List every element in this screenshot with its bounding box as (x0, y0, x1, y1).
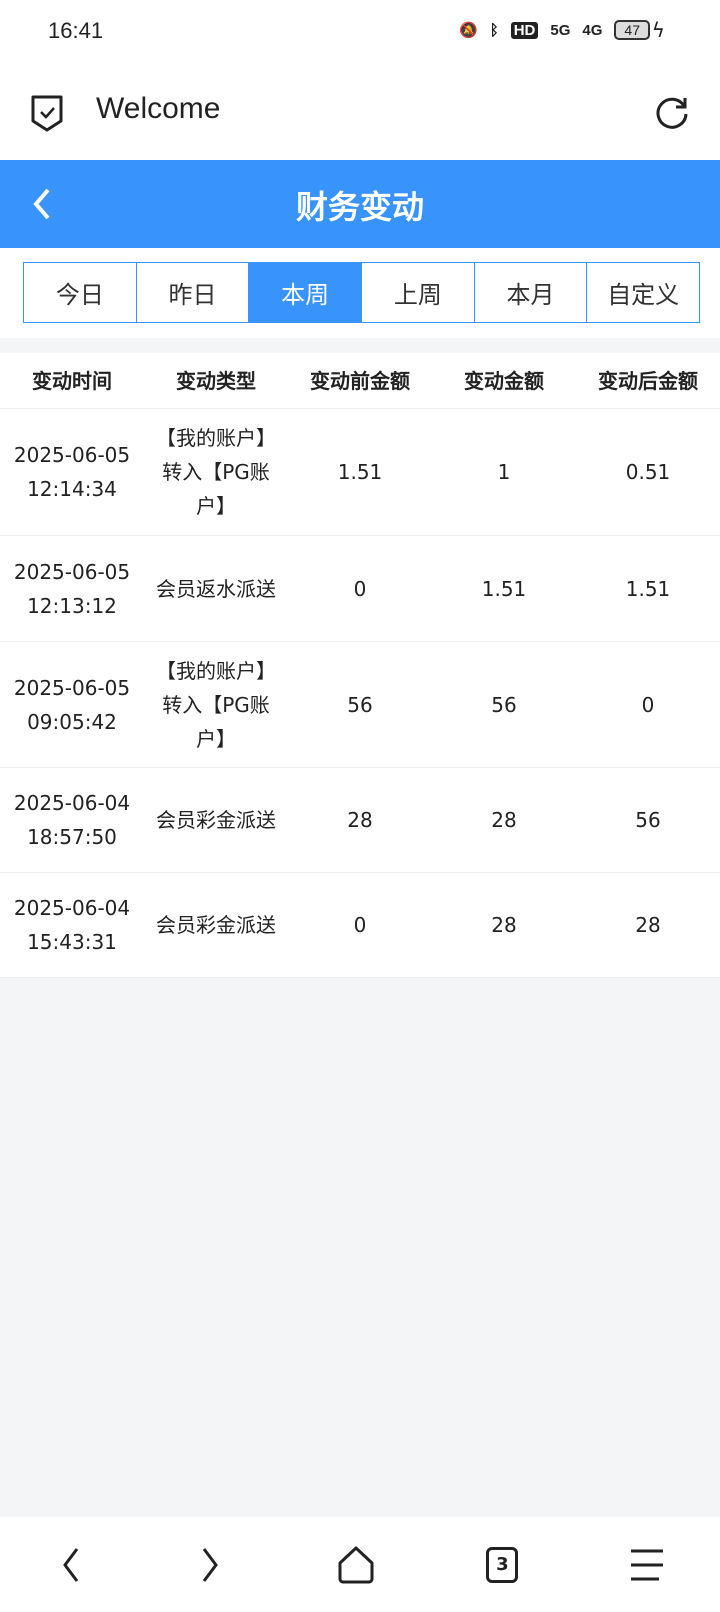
transactions-table: 变动时间 变动类型 变动前金额 变动金额 变动后金额 2025-06-05 12:14:3… (0, 353, 720, 978)
type-line: 【我的账户】 (156, 426, 276, 450)
signal-4g-icon: 4G (582, 21, 603, 39)
cell-type: 会员彩金派送 (144, 908, 288, 942)
menu-icon[interactable] (629, 1548, 665, 1582)
cell-amount: 1 (497, 460, 511, 484)
forward-nav-icon[interactable] (196, 1545, 226, 1585)
tab-0[interactable]: 今日 (24, 263, 137, 322)
shield-icon[interactable] (30, 94, 64, 132)
time-text: 18:57:50 (27, 825, 117, 849)
status-bar: 16:41 🔕 ᛒ HD 5G 4G 47 ϟ (0, 0, 720, 66)
cell-amount: 28 (491, 913, 517, 937)
signal-5g-icon: 5G (550, 21, 571, 39)
cell-amount: 1.51 (481, 576, 527, 601)
date-filter-bar: 今日 昨日 本周 上周 本月 自定义 (0, 248, 720, 338)
date-text: 2025-06-05 (13, 559, 131, 584)
type-line: 户】 (196, 494, 236, 518)
bluetooth-icon: ᛒ (489, 21, 499, 39)
date-text: 2025-06-04 (13, 896, 131, 920)
time-text: 12:14:34 (27, 477, 117, 501)
cell-before: 28 (347, 808, 373, 832)
table-row: 2025-06-05 12:13:12 会员返水派送 0 1.51 1.51 (0, 536, 720, 642)
cell-type: 会员彩金派送 (144, 803, 288, 837)
cell-amount: 28 (491, 808, 517, 832)
table-header: 变动时间 变动类型 变动前金额 变动金额 变动后金额 (0, 353, 720, 409)
table-row: 2025-06-04 18:57:50 会员彩金派送 28 28 56 (0, 768, 720, 873)
tab-3[interactable]: 上周 (362, 263, 475, 322)
cell-after: 28 (635, 913, 661, 937)
cell-after: 0 (641, 692, 655, 717)
column-header: 变动金额 (464, 368, 544, 393)
status-icons: 🔕 ᛒ HD 5G 4G 47 (459, 20, 650, 40)
cell-after: 0.51 (625, 460, 671, 484)
home-icon[interactable] (336, 1545, 376, 1585)
cell-after: 1.51 (625, 576, 671, 601)
hd-icon: HD (510, 21, 539, 39)
table-row: 2025-06-05 12:14:34 【我的账户】 转入【PG账 户】 1.51 1 0.5… (0, 409, 720, 536)
cell-time: 2025-06-05 12:13:12 (0, 555, 144, 623)
cell-type: 【我的账户】 转入【PG账 户】 (144, 654, 288, 756)
type-line: 会员返水派送 (156, 576, 276, 601)
date-text: 2025-06-05 (13, 675, 131, 700)
back-nav-icon[interactable] (55, 1545, 85, 1585)
type-line: 会员彩金派送 (156, 913, 276, 937)
cell-time: 2025-06-04 18:57:50 (0, 786, 144, 854)
cell-amount: 56 (491, 692, 517, 717)
browser-title: Welcome (96, 92, 221, 125)
type-line: 【我的账户】 (156, 658, 276, 683)
column-header: 变动后金额 (598, 368, 698, 393)
tab-5[interactable]: 自定义 (587, 263, 700, 322)
cell-after: 56 (635, 808, 661, 832)
type-line: 会员彩金派送 (156, 808, 276, 832)
column-header: 变动前金额 (310, 368, 410, 393)
date-text: 2025-06-04 (13, 791, 131, 815)
table-row: 2025-06-05 09:05:42 【我的账户】 转入【PG账 户】 56 56 0 (0, 642, 720, 768)
page-title: 财务变动 (295, 188, 424, 226)
back-icon[interactable] (30, 186, 54, 222)
cell-type: 【我的账户】 转入【PG账 户】 (144, 421, 288, 523)
cell-before: 0 (353, 913, 367, 937)
tab-4[interactable]: 本月 (474, 263, 588, 322)
tabs-count-button[interactable]: 3 (486, 1546, 519, 1583)
table-row: 2025-06-04 15:43:31 会员彩金派送 0 28 28 (0, 873, 720, 978)
type-line: 转入【PG账 (162, 692, 270, 717)
mute-icon: 🔕 (459, 22, 478, 39)
charging-icon: ϟ (651, 18, 665, 42)
tab-1[interactable]: 昨日 (136, 263, 250, 322)
tabs-count: 3 (496, 1554, 509, 1575)
time-text: 12:13:12 (27, 593, 117, 618)
column-header: 变动时间 (32, 368, 112, 393)
reload-icon[interactable] (654, 94, 690, 130)
battery-icon: 47 (614, 20, 650, 40)
cell-time: 2025-06-04 15:43:31 (0, 891, 144, 959)
browser-bar: Welcome (0, 66, 720, 160)
time-text: 09:05:42 (27, 709, 117, 734)
cell-before: 56 (347, 692, 373, 717)
date-text: 2025-06-05 (13, 443, 131, 467)
status-time: 16:41 (48, 18, 104, 43)
cell-time: 2025-06-05 09:05:42 (0, 671, 144, 739)
cell-type: 会员返水派送 (144, 572, 288, 606)
type-line: 转入【PG账 (162, 460, 270, 484)
cell-before: 0 (353, 576, 367, 601)
cell-before: 1.51 (337, 460, 383, 484)
tab-2[interactable]: 本周 (249, 263, 363, 322)
date-filter-tabs: 今日 昨日 本周 上周 本月 自定义 (23, 262, 700, 323)
time-text: 15:43:31 (27, 930, 117, 954)
cell-time: 2025-06-05 12:14:34 (0, 438, 144, 506)
browser-bottom-nav: 3 (0, 1517, 720, 1612)
page-header: 财务变动 (0, 160, 720, 248)
column-header: 变动类型 (176, 368, 256, 393)
type-line: 户】 (196, 726, 236, 751)
